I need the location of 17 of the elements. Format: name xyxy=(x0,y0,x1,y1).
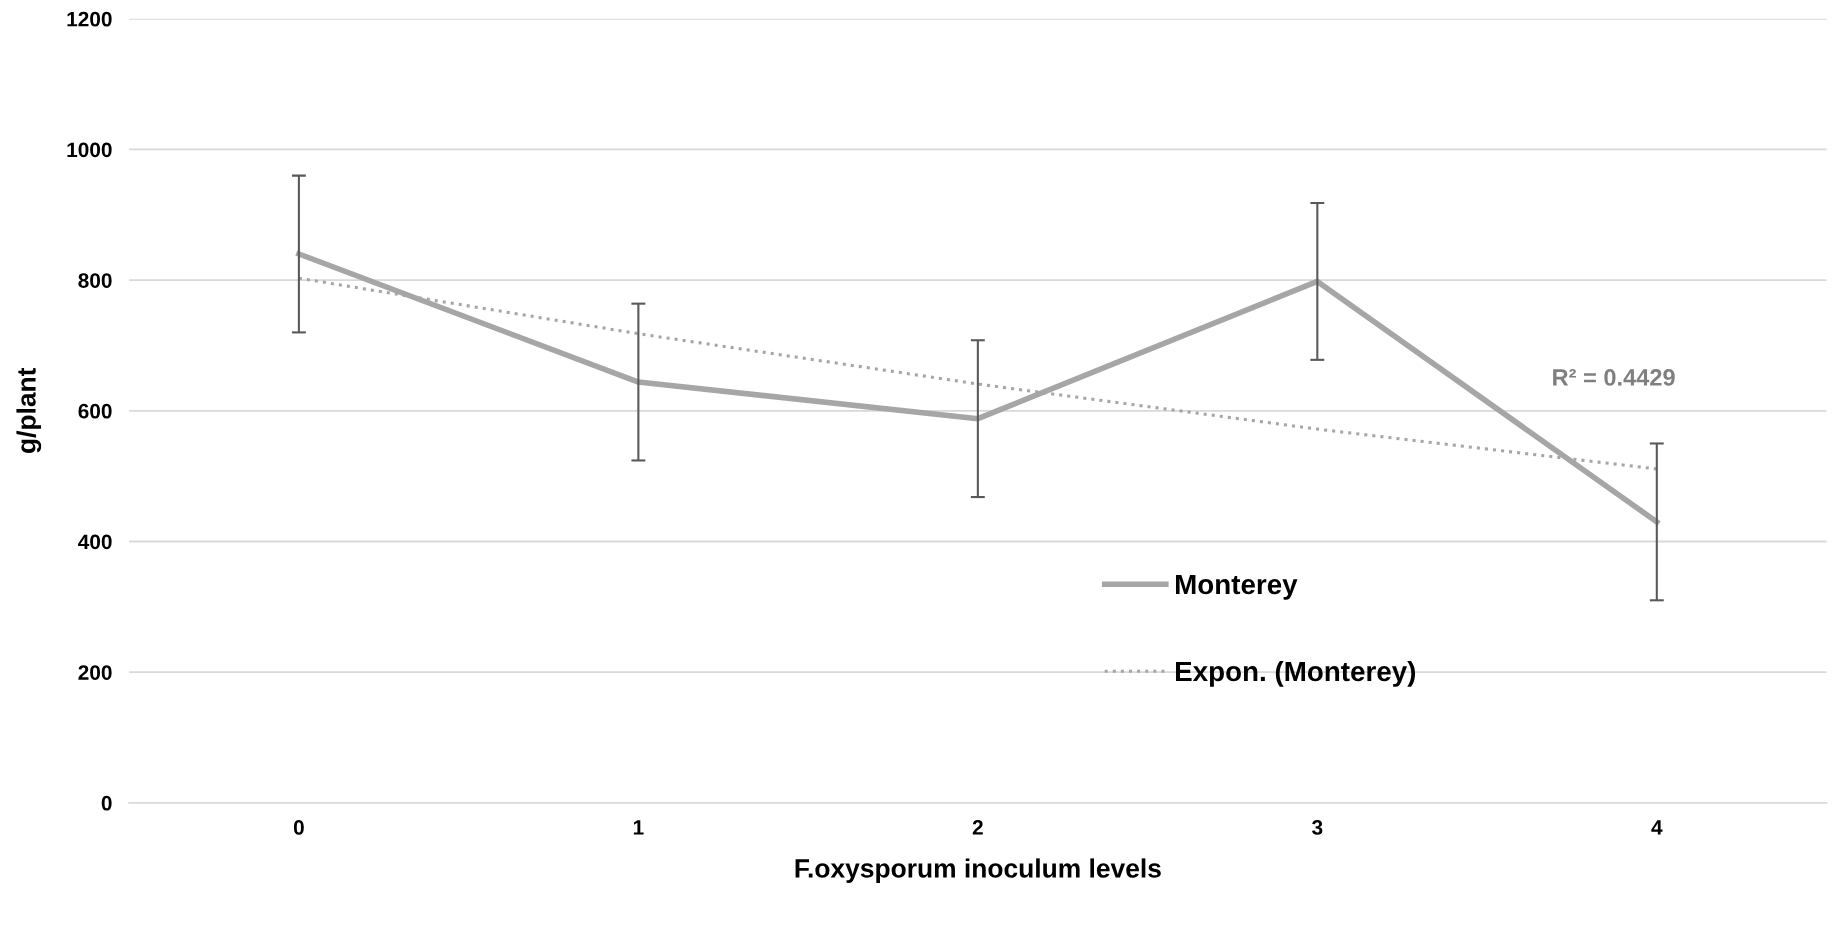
y-tick-label: 1000 xyxy=(67,142,112,158)
y-axis-title: g/plant xyxy=(16,367,42,453)
y-tick-label: 800 xyxy=(78,273,112,288)
y-tick-label: 0 xyxy=(101,795,112,811)
x-tick-label: 0 xyxy=(293,820,304,835)
x-tick-label: 2 xyxy=(972,820,983,835)
legend-label: Expon. (Monterey) xyxy=(1176,660,1416,687)
y-tick-label: 200 xyxy=(78,665,112,680)
x-tick-label: 1 xyxy=(633,820,644,835)
y-tick-label: 600 xyxy=(78,403,112,419)
y-tick-label: 1200 xyxy=(67,11,112,27)
x-tick-label: 3 xyxy=(1312,820,1323,835)
y-tick-label: 400 xyxy=(78,534,112,550)
legend-label: Monterey xyxy=(1176,574,1298,600)
x-tick-label: 4 xyxy=(1651,820,1663,835)
annotation: R² = 0.4429 xyxy=(1553,369,1675,386)
x-axis-title: F.oxysporum inoculum levels xyxy=(795,858,1161,883)
